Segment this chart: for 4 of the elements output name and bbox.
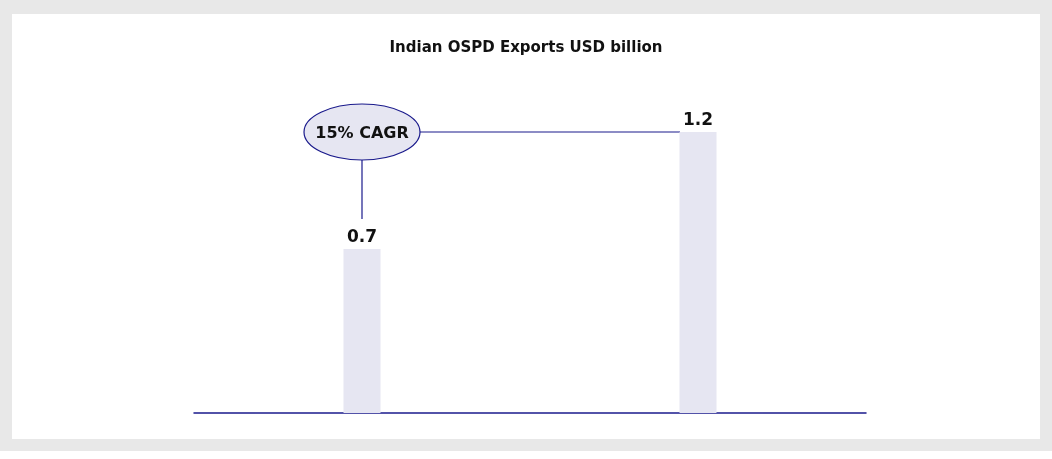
annotation: 15% CAGR [315, 122, 409, 142]
data-label: 1.2 [682, 108, 714, 129]
chart-title: Indian OSPD Exports USD billion [389, 37, 663, 56]
data-label: 0.7 [346, 225, 378, 246]
